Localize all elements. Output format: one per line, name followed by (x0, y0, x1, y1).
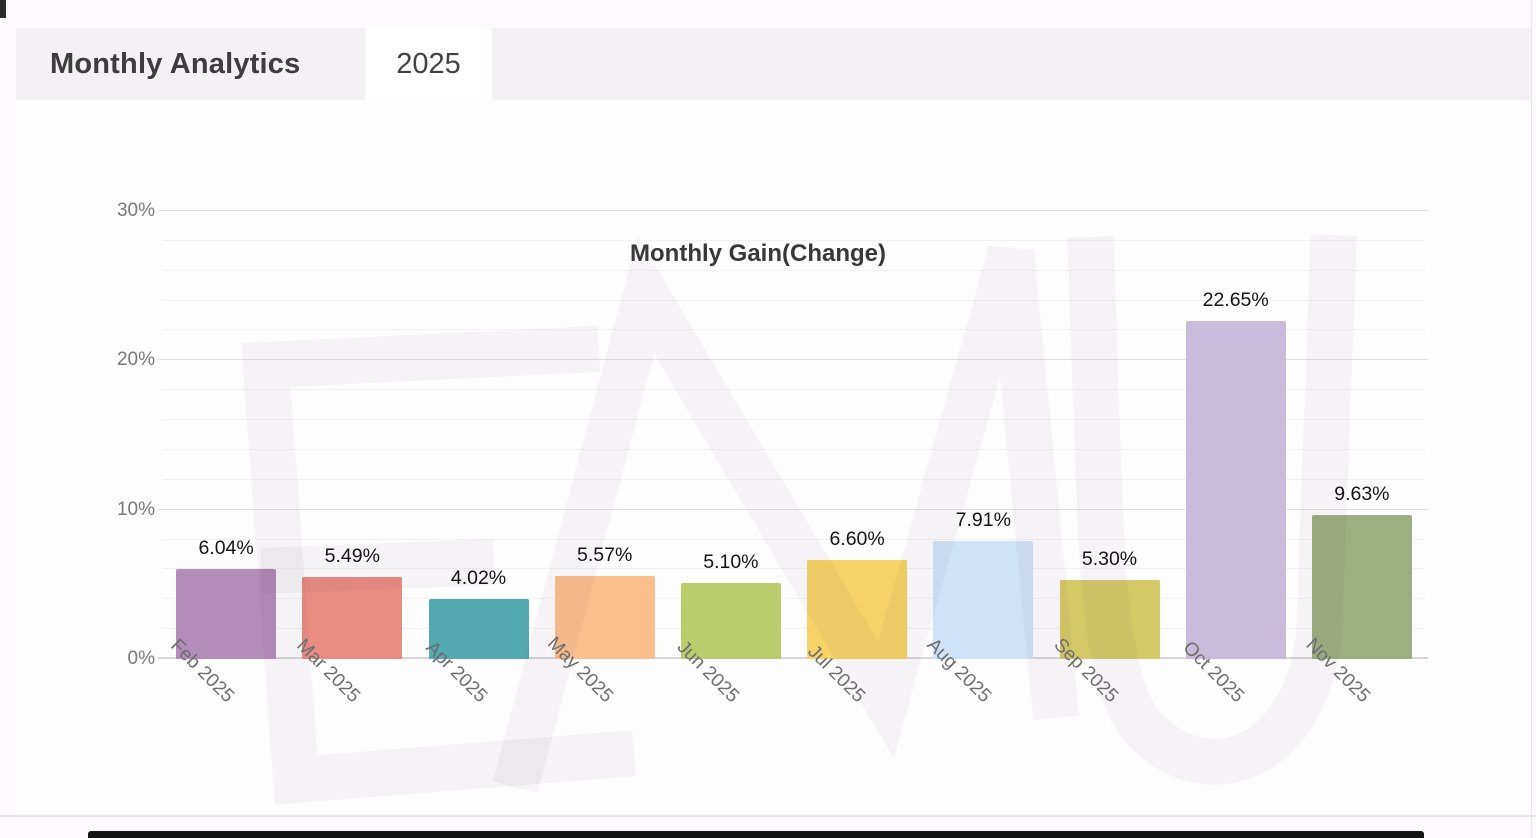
chart-card: Monthly Gain(Change) 0% 10% 20% 30% 6.04% 5.… (16, 100, 1531, 816)
gridline-minor (163, 628, 1425, 630)
gridline-major (158, 508, 1428, 510)
page-title: Monthly Analytics (50, 48, 301, 80)
bar-apr-2025[interactable] (428, 598, 529, 659)
gridline-major (158, 359, 1428, 361)
window-right-border (1531, 0, 1532, 838)
gridline-minor (163, 598, 1425, 600)
x-axis-labels: Feb 2025 Mar 2025 Apr 2025 May 2025 Jun 2025… (163, 633, 1425, 819)
bar-value-jun-2025: 5.10% (703, 550, 759, 573)
top-left-window-sliver (0, 0, 6, 18)
y-tick-0-: 0% (127, 648, 155, 669)
bar-value-mar-2025: 5.49% (324, 545, 380, 568)
gridline-minor (163, 269, 1425, 271)
gridline-minor (163, 419, 1425, 421)
gridline-minor (163, 329, 1425, 331)
gridline-minor (163, 478, 1425, 480)
bar-nov-2025[interactable] (1311, 515, 1412, 659)
bar-mar-2025[interactable] (302, 577, 403, 659)
bar-may-2025[interactable] (554, 575, 655, 659)
bar-oct-2025[interactable] (1185, 320, 1286, 659)
chart-title: Monthly Gain(Change) (630, 240, 886, 267)
bar-value-feb-2025: 6.04% (198, 536, 254, 559)
bar-value-oct-2025: 22.65% (1202, 288, 1269, 311)
plot-area: 6.04% 5.49% 4.02% 5.57% 5.10% 6.60% 7.91% 5.30%… (158, 210, 1428, 659)
gridline-minor (163, 299, 1425, 301)
bar-aug-2025[interactable] (933, 540, 1034, 659)
bottom-divider (0, 815, 1536, 817)
y-tick-30-: 30% (116, 200, 155, 221)
y-tick-10-: 10% (116, 498, 155, 520)
bar-value-jul-2025: 6.60% (829, 528, 885, 551)
tab-2025[interactable]: 2025 (365, 28, 492, 100)
bar-jul-2025[interactable] (807, 560, 908, 659)
gridline-major (158, 657, 1428, 659)
gridline-minor (163, 389, 1425, 391)
gridline-minor (163, 538, 1425, 540)
bar-sep-2025[interactable] (1059, 579, 1160, 659)
bar-value-aug-2025: 7.91% (955, 508, 1011, 531)
bar-feb-2025[interactable] (176, 568, 277, 659)
bar-value-nov-2025: 9.63% (1334, 483, 1390, 506)
header-tabs-bar: Monthly Analytics 2025 (16, 28, 1531, 100)
y-tick-20-: 20% (116, 349, 155, 371)
bar-value-apr-2025: 4.02% (450, 566, 507, 589)
gridline-minor (163, 448, 1425, 450)
bar-jun-2025[interactable] (680, 582, 781, 659)
bar-value-may-2025: 5.57% (577, 543, 633, 566)
gridline-major (158, 210, 1428, 211)
y-axis-labels: 0% 10% 20% 30% (16, 200, 155, 669)
bottom-window-edge (88, 831, 1424, 838)
gridline-minor (163, 568, 1425, 570)
gridline-minor (163, 239, 1425, 241)
bar-value-sep-2025: 5.30% (1081, 547, 1138, 570)
